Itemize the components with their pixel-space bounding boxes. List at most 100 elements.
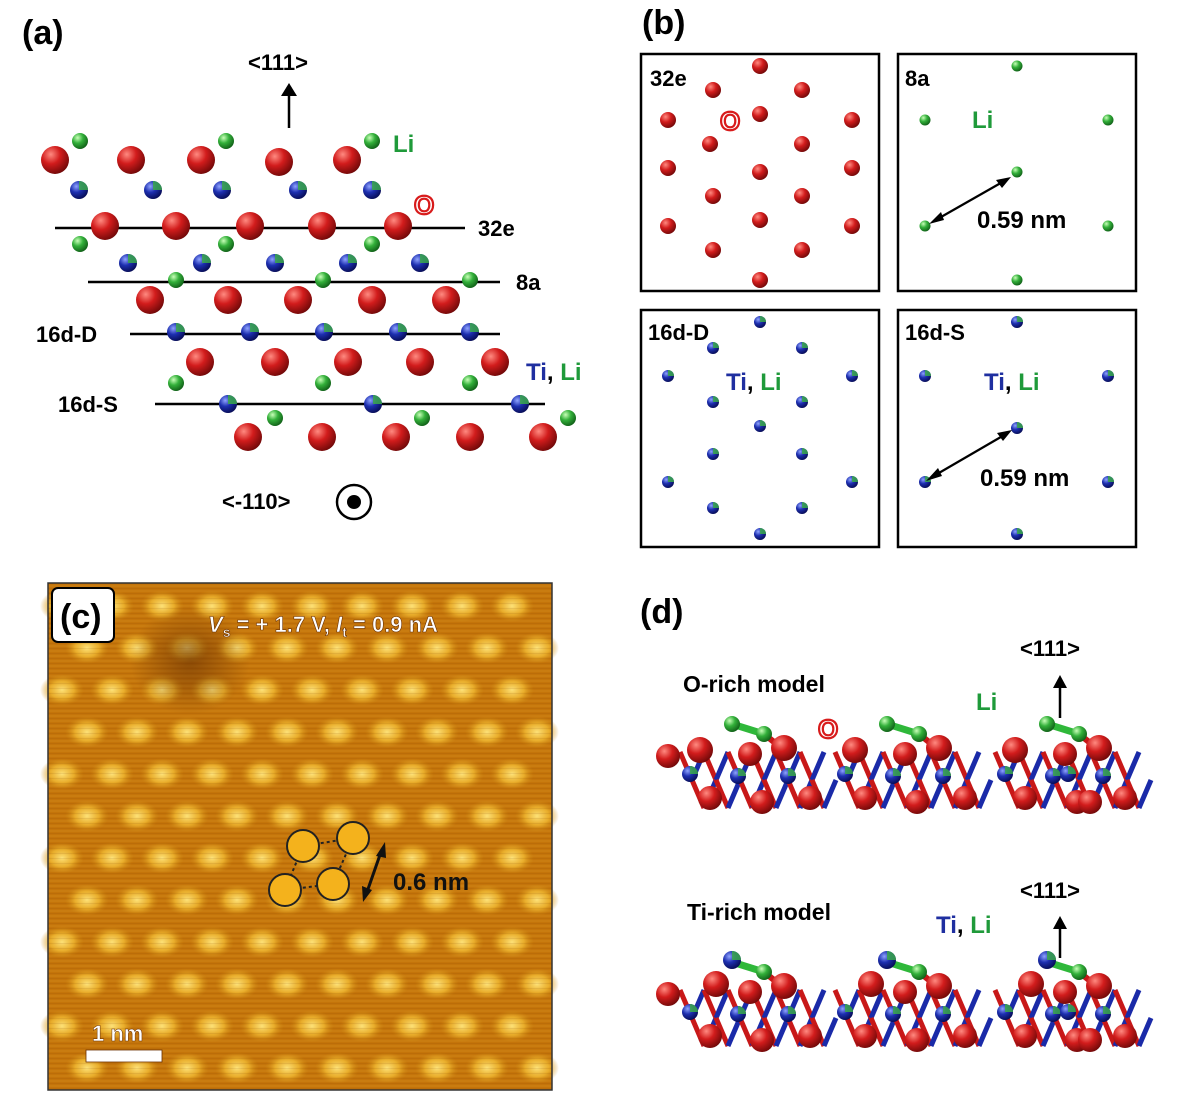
bond <box>952 751 970 781</box>
oxygen-atom <box>738 980 762 1004</box>
oxygen-atom <box>214 286 242 314</box>
titanium-atom <box>682 766 698 782</box>
oxygen-atom <box>798 1024 822 1048</box>
titanium-atom <box>707 342 719 354</box>
lattice-marker <box>316 867 350 901</box>
oxygen-atom <box>853 1024 877 1048</box>
oxygen-atom <box>358 286 386 314</box>
titanium-atom <box>846 370 858 382</box>
stm-dark-region <box>130 605 250 715</box>
stm-parameters: Vs = + 1.7 V, It = 0.9 nA <box>208 612 438 640</box>
box-16d-d-comma: , <box>747 369 760 396</box>
titanium-atom <box>730 768 746 784</box>
lattice-marker <box>336 821 370 855</box>
model1-li-label: Li <box>976 689 997 716</box>
o-rich-model-structure <box>656 716 1154 814</box>
lithium-atom <box>1102 114 1114 126</box>
panel-a: (a) <111> 32e 8a 16d-D 16d-S Li O Ti, Li… <box>22 14 582 521</box>
comma-label: , <box>547 359 560 386</box>
oxygen-atom <box>660 160 676 176</box>
lithium-atom <box>756 964 772 980</box>
bond <box>701 989 719 1019</box>
bond <box>761 751 779 781</box>
oxygen-atom <box>698 1024 722 1048</box>
oxygen-atom <box>953 1024 977 1048</box>
oxygen-atom <box>117 146 145 174</box>
titanium-atom <box>796 448 808 460</box>
bond <box>1112 751 1130 781</box>
oxygen-atom <box>705 82 721 98</box>
oxygen-atom <box>1078 1028 1102 1052</box>
bond <box>892 1017 910 1047</box>
model2-li-label: Li <box>970 912 991 939</box>
bond <box>809 751 827 781</box>
titanium-atom <box>119 254 137 272</box>
oxygen-atom <box>705 242 721 258</box>
oxygen-atom <box>905 790 929 814</box>
bond <box>1040 779 1058 809</box>
titanium-atom <box>754 420 766 432</box>
bond <box>1028 1017 1046 1047</box>
titanium-atom <box>289 181 307 199</box>
direction-out-label: <-110> <box>222 489 291 514</box>
model1-title: O-rich model <box>683 671 825 697</box>
model2-direction: <111> <box>1020 878 1080 903</box>
oxygen-atom <box>382 423 410 451</box>
titanium-atom <box>241 323 259 341</box>
oxygen-atom <box>261 348 289 376</box>
panel-a-tag: (a) <box>22 14 64 52</box>
oxygen-atom <box>1086 735 1112 761</box>
bond <box>737 1017 755 1047</box>
titanium-atom <box>167 323 185 341</box>
stm-distance: 0.6 nm <box>393 869 469 896</box>
lithium-atom <box>1039 716 1055 732</box>
oxygen-atom <box>41 146 69 174</box>
lattice-marker <box>268 873 302 907</box>
bond <box>1052 1017 1070 1047</box>
bond <box>773 1017 791 1047</box>
box-16d-d-ti-label: Ti <box>726 369 747 396</box>
bond <box>1040 1017 1058 1047</box>
titanium-atom <box>754 528 766 540</box>
bond <box>1100 1017 1118 1047</box>
bond <box>737 779 755 809</box>
oxygen-atom <box>162 212 190 240</box>
oxygen-atom <box>905 1028 929 1052</box>
titanium-atom <box>363 181 381 199</box>
bond <box>940 1017 958 1047</box>
bond <box>1028 779 1046 809</box>
titanium-atom <box>1095 1006 1111 1022</box>
titanium-atom <box>846 476 858 488</box>
oxygen-atom <box>687 737 713 763</box>
titanium-atom <box>266 254 284 272</box>
stm-frame <box>47 582 553 1091</box>
titanium-atom <box>837 1004 853 1020</box>
bond <box>976 1017 994 1047</box>
lithium-atom <box>414 410 430 426</box>
oxygen-atom <box>752 272 768 288</box>
bond <box>821 1017 839 1047</box>
bond <box>868 779 886 809</box>
lithium-atom <box>72 236 88 252</box>
oxygen-atom <box>926 973 952 999</box>
titanium-atom <box>780 768 796 784</box>
titanium-atom <box>339 254 357 272</box>
titanium-atom <box>796 396 808 408</box>
titanium-atom <box>364 395 382 413</box>
lithium-atom <box>919 220 931 232</box>
oxygen-atom <box>656 982 680 1006</box>
box-16d-d-ti-li: Ti, Li <box>726 369 782 396</box>
bond <box>976 779 994 809</box>
oxygen-atom <box>752 58 768 74</box>
oxygen-atom <box>186 348 214 376</box>
bond <box>761 989 779 1019</box>
box-32e-o-label: O <box>720 106 740 136</box>
lithium-atom <box>756 726 772 742</box>
oxygen-atom <box>1078 790 1102 814</box>
titanium-atom <box>1095 768 1111 784</box>
box-16d-s-distance: 0.59 nm <box>980 465 1069 492</box>
oxygen-atom <box>136 286 164 314</box>
oxygen-atom <box>1053 742 1077 766</box>
bond <box>928 779 946 809</box>
box-16d-s-distance-arrow <box>926 430 1012 481</box>
